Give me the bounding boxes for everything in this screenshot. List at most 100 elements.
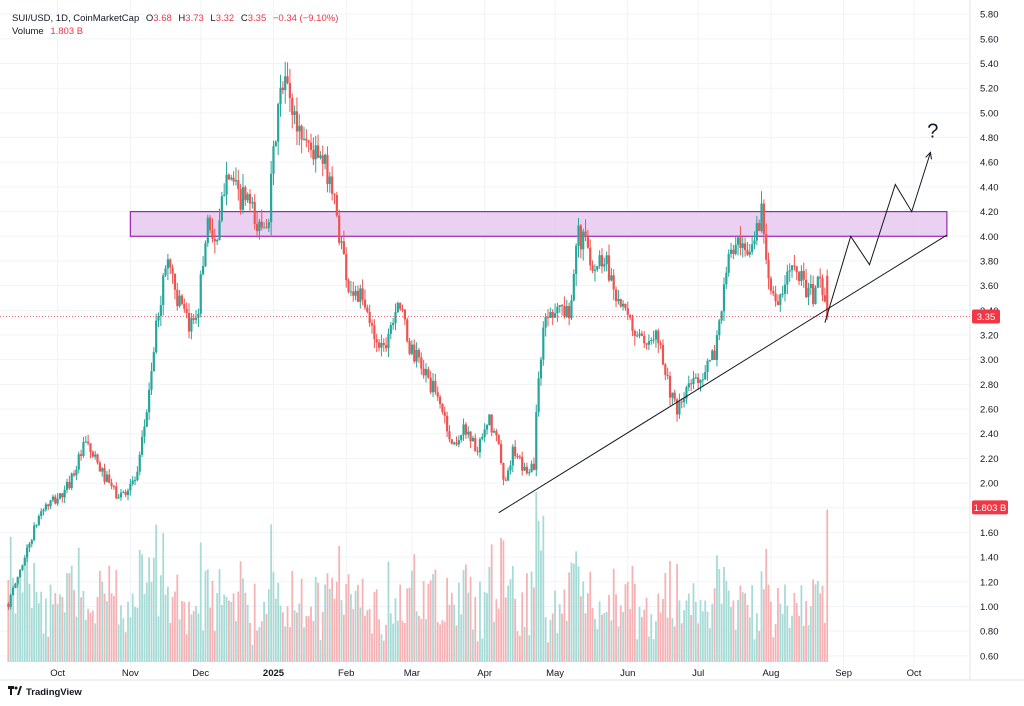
- candle-body[interactable]: [560, 305, 564, 307]
- candle-body[interactable]: [42, 509, 45, 512]
- candle-body[interactable]: [286, 76, 289, 83]
- candle-body[interactable]: [354, 290, 357, 296]
- candle-body[interactable]: [720, 311, 723, 321]
- candle-body[interactable]: [173, 273, 177, 290]
- candle-body[interactable]: [298, 125, 301, 132]
- candle-body[interactable]: [542, 327, 545, 360]
- candle-body[interactable]: [291, 97, 294, 115]
- candle-body[interactable]: [359, 288, 362, 302]
- candlestick-series[interactable]: [7, 61, 829, 610]
- candle-body[interactable]: [258, 221, 261, 232]
- candle-body[interactable]: [708, 360, 712, 362]
- candle-body[interactable]: [115, 486, 118, 499]
- candle-body[interactable]: [535, 412, 538, 470]
- candle-body[interactable]: [394, 312, 397, 324]
- candle-body[interactable]: [436, 392, 439, 397]
- candle-body[interactable]: [89, 443, 92, 452]
- candle-body[interactable]: [18, 569, 22, 578]
- candle-body[interactable]: [150, 371, 153, 390]
- candle-body[interactable]: [779, 294, 782, 305]
- candle-body[interactable]: [797, 272, 801, 282]
- candle-body[interactable]: [373, 325, 376, 340]
- candle-body[interactable]: [671, 392, 674, 398]
- last-price-tag[interactable]: [972, 309, 1000, 324]
- candle-body[interactable]: [675, 399, 679, 415]
- candle-body[interactable]: [345, 254, 348, 281]
- candle-body[interactable]: [377, 342, 381, 348]
- candle-body[interactable]: [328, 176, 331, 184]
- candle-body[interactable]: [816, 276, 819, 288]
- candle-body[interactable]: [72, 473, 76, 476]
- candle-body[interactable]: [424, 369, 428, 376]
- candle-body[interactable]: [77, 454, 80, 470]
- candle-body[interactable]: [145, 412, 148, 427]
- candle-body[interactable]: [26, 547, 29, 558]
- candle-body[interactable]: [532, 463, 536, 470]
- candle-body[interactable]: [37, 515, 40, 525]
- candle-body[interactable]: [387, 333, 390, 349]
- candle-body[interactable]: [91, 451, 94, 457]
- candle-body[interactable]: [570, 300, 573, 319]
- candle-body[interactable]: [718, 320, 721, 336]
- candle-body[interactable]: [769, 278, 773, 291]
- candle-body[interactable]: [399, 302, 402, 309]
- candle-body[interactable]: [152, 352, 155, 372]
- candle-body[interactable]: [262, 227, 266, 229]
- candle-body[interactable]: [54, 496, 57, 504]
- candle-body[interactable]: [370, 323, 374, 326]
- candle-body[interactable]: [277, 104, 280, 142]
- candle-body[interactable]: [392, 323, 395, 326]
- candle-body[interactable]: [389, 325, 392, 334]
- candle-body[interactable]: [805, 279, 808, 298]
- candle-body[interactable]: [448, 431, 451, 440]
- candle-body[interactable]: [157, 315, 160, 321]
- candle-body[interactable]: [495, 431, 498, 436]
- candle-body[interactable]: [762, 203, 765, 235]
- candle-body[interactable]: [455, 442, 458, 445]
- candle-body[interactable]: [49, 500, 52, 507]
- candle-body[interactable]: [103, 468, 106, 482]
- candle-body[interactable]: [28, 543, 31, 548]
- candle-body[interactable]: [122, 491, 125, 493]
- candle-body[interactable]: [650, 340, 653, 342]
- resistance-zone[interactable]: [129, 211, 948, 237]
- candle-body[interactable]: [427, 369, 430, 378]
- candle-body[interactable]: [410, 344, 414, 354]
- candle-body[interactable]: [361, 288, 364, 300]
- candle-body[interactable]: [722, 284, 726, 312]
- candle-body[interactable]: [14, 583, 17, 589]
- candle-body[interactable]: [499, 444, 503, 464]
- candle-body[interactable]: [140, 436, 144, 455]
- candle-body[interactable]: [396, 302, 399, 313]
- candle-body[interactable]: [129, 483, 132, 491]
- candle-body[interactable]: [678, 401, 681, 415]
- candle-body[interactable]: [612, 275, 615, 290]
- candle-body[interactable]: [300, 125, 303, 140]
- candle-body[interactable]: [544, 316, 547, 328]
- candle-body[interactable]: [185, 308, 188, 313]
- candle-body[interactable]: [636, 335, 639, 337]
- candle-body[interactable]: [335, 195, 338, 216]
- candle-body[interactable]: [565, 306, 568, 317]
- candle-body[interactable]: [148, 389, 151, 413]
- candle-body[interactable]: [446, 415, 449, 432]
- candle-body[interactable]: [279, 87, 282, 105]
- candle-body[interactable]: [340, 241, 343, 243]
- candle-body[interactable]: [593, 269, 597, 271]
- candle-body[interactable]: [79, 454, 83, 456]
- candle-body[interactable]: [44, 504, 47, 510]
- candle-body[interactable]: [295, 111, 299, 132]
- tradingview-brand[interactable]: TradingView: [8, 686, 82, 698]
- candle-body[interactable]: [16, 577, 19, 584]
- candle-body[interactable]: [462, 424, 465, 436]
- candle-body[interactable]: [577, 225, 580, 246]
- candle-body[interactable]: [528, 472, 531, 474]
- candle-body[interactable]: [143, 426, 146, 437]
- candle-body[interactable]: [809, 284, 812, 289]
- candle-body[interactable]: [406, 319, 409, 342]
- candle-body[interactable]: [274, 141, 277, 147]
- candle-body[interactable]: [591, 265, 594, 271]
- candle-body[interactable]: [471, 437, 475, 442]
- candle-body[interactable]: [739, 237, 742, 248]
- candle-body[interactable]: [516, 455, 519, 457]
